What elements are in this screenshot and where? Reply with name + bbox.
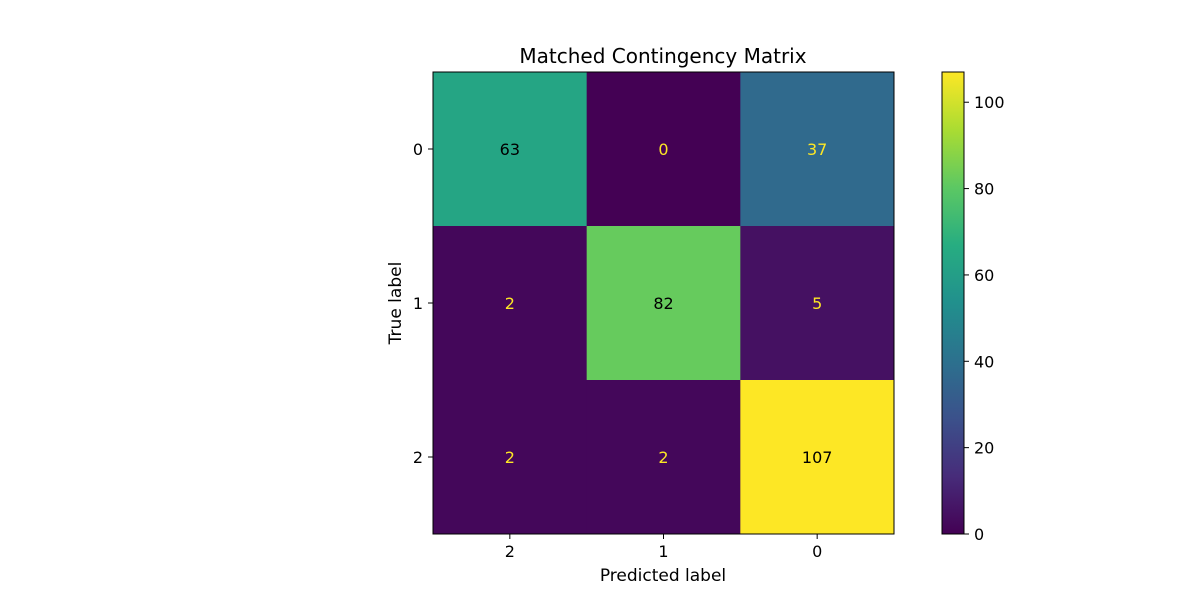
y-axis-label: True label xyxy=(386,262,406,346)
cell-value-label: 82 xyxy=(653,294,673,313)
heatmap-cells xyxy=(433,72,895,535)
x-tick-label: 1 xyxy=(658,542,668,561)
colorbar-ticks: 0 20 40 60 80 100 xyxy=(964,93,1005,544)
y-tick-label: 1 xyxy=(413,294,423,313)
colorbar-tick-label: 40 xyxy=(974,352,994,371)
cell-labels: 63 0 37 2 82 5 2 2 107 xyxy=(500,140,833,467)
heatmap-cell-0-1 xyxy=(586,72,741,227)
heatmap-cell-0-0 xyxy=(433,72,588,227)
colorbar-tick-label: 20 xyxy=(974,439,994,458)
colorbar-tick-label: 60 xyxy=(974,266,994,285)
colorbar xyxy=(941,71,965,535)
heatmap-cell-0-2 xyxy=(740,72,895,227)
colorbar-tick-label: 0 xyxy=(974,525,984,544)
y-tick-label: 2 xyxy=(413,448,423,467)
cell-value-label: 107 xyxy=(802,448,833,467)
heatmap-cell-1-0 xyxy=(433,226,588,381)
cell-value-label: 2 xyxy=(658,448,668,467)
x-axis-ticks: 2 1 0 xyxy=(505,534,822,561)
heatmap-cell-1-2 xyxy=(740,226,895,381)
heatmap-cell-1-1 xyxy=(586,226,741,381)
colorbar-tick-label: 80 xyxy=(974,180,994,199)
cell-value-label: 37 xyxy=(807,140,827,159)
cell-value-label: 2 xyxy=(505,294,515,313)
heatmap-cell-2-0 xyxy=(433,380,588,535)
x-tick-label: 2 xyxy=(505,542,515,561)
cell-value-label: 5 xyxy=(812,294,822,313)
cell-value-label: 63 xyxy=(500,140,520,159)
colorbar-tick-label: 100 xyxy=(974,93,1005,112)
y-tick-label: 0 xyxy=(413,140,423,159)
x-tick-label: 0 xyxy=(812,542,822,561)
heatmap-cell-2-2 xyxy=(740,380,895,535)
chart-title: Matched Contingency Matrix xyxy=(519,44,806,68)
x-axis-label: Predicted label xyxy=(600,566,726,586)
cell-value-label: 2 xyxy=(505,448,515,467)
cell-value-label: 0 xyxy=(658,140,668,159)
heatmap-cell-2-1 xyxy=(586,380,741,535)
y-axis-ticks: 0 1 2 xyxy=(413,140,433,467)
